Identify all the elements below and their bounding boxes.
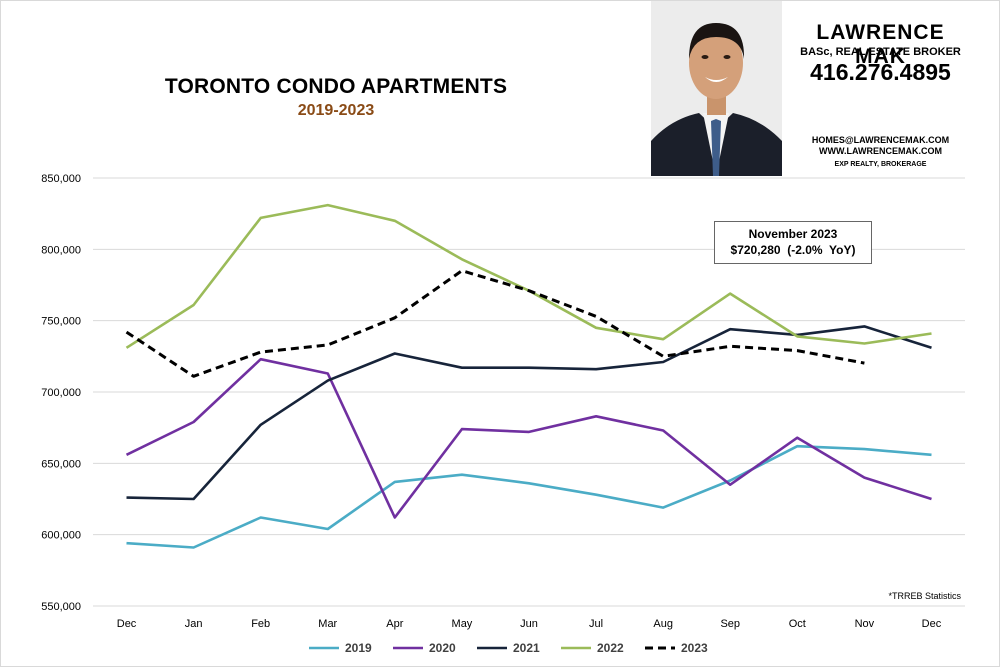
y-tick-label: 650,000 — [41, 458, 81, 470]
x-tick-label: Jun — [520, 618, 538, 630]
series-line-2019 — [126, 444, 932, 549]
x-tick-label: Apr — [386, 618, 403, 630]
legend-label-2021: 2021 — [513, 641, 540, 655]
agent-name: LAWRENCE MAK — [816, 21, 945, 68]
callout-value: $720,280 (-2.0% YoY) — [730, 243, 856, 257]
y-tick-label: 750,000 — [41, 316, 81, 328]
y-tick-label: 600,000 — [41, 530, 81, 542]
agent-photo — [651, 1, 782, 176]
x-tick-label: Dec — [922, 618, 942, 630]
y-tick-label: 700,000 — [41, 387, 81, 399]
legend-label-2020: 2020 — [429, 641, 456, 655]
x-tick-label: Dec — [117, 618, 137, 630]
x-tick-label: Mar — [318, 618, 337, 630]
x-tick-label: Sep — [720, 618, 740, 630]
x-tick-label: Feb — [251, 618, 270, 630]
x-axis-tick-labels: Dec Jan Feb Mar Apr May Jun Jul Aug Sep Oct Nov Dec — [117, 618, 942, 630]
legend-label-2022: 2022 — [597, 641, 624, 655]
annotation-callout: November 2023 $720,280 (-2.0% YoY) — [714, 221, 872, 264]
legend-label-2019: 2019 — [345, 641, 372, 655]
source-note: *TRREB Statistics — [888, 591, 961, 601]
series-line-2023 — [125, 269, 865, 378]
x-tick-label: Aug — [653, 618, 673, 630]
x-tick-label: Oct — [789, 618, 806, 630]
x-tick-label: Jan — [185, 618, 203, 630]
agent-phone: 416.276.4895 — [810, 59, 951, 85]
agent-website: WWW.LAWRENCEMAK.COM — [819, 146, 942, 156]
x-tick-label: May — [452, 618, 473, 630]
y-tick-label: 550,000 — [41, 601, 81, 613]
legend-label-2023: 2023 — [681, 641, 708, 655]
x-tick-label: Nov — [855, 618, 875, 630]
legend: 2019 2020 2021 2022 2023 — [309, 641, 708, 655]
y-tick-label: 850,000 — [41, 173, 81, 185]
agent-email: HOMES@LAWRENCEMAK.COM — [811, 135, 950, 145]
gridlines — [93, 177, 965, 607]
chart-title: TORONTO CONDO APARTMENTS — [164, 75, 508, 98]
series-lines — [125, 203, 932, 549]
callout-date: November 2023 — [748, 227, 838, 241]
series-line-2020 — [125, 357, 932, 519]
y-tick-label: 800,000 — [41, 244, 81, 256]
chart-subtitle: 2019-2023 — [297, 102, 375, 119]
agent-title: BASc, REAL ESTATE BROKER — [800, 46, 961, 58]
x-tick-label: Jul — [589, 618, 603, 630]
y-axis-tick-labels: 550,000 600,000 650,000 700,000 750,000 800,0… — [41, 173, 81, 613]
agent-brokerage: EXP REALTY, BROKERAGE — [834, 161, 927, 168]
